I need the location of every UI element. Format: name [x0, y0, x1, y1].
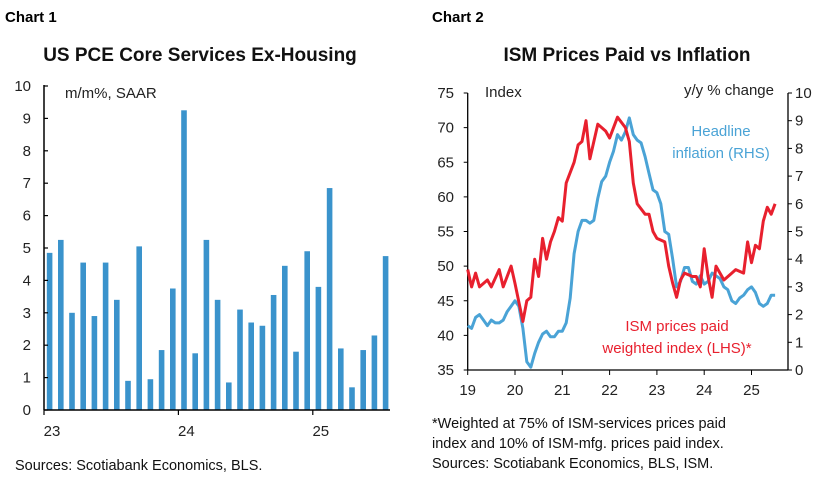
bar-2025-06	[371, 335, 378, 410]
y-tick-label: 1	[23, 370, 31, 387]
y-tick-label: 6	[23, 208, 31, 225]
chart2-ylabel-right: y/y % change	[684, 82, 774, 99]
y-tick-label: 9	[23, 110, 31, 127]
x-tick-label: 24	[696, 382, 713, 399]
chart2-header: Chart 2	[432, 9, 484, 26]
chart1-source: Sources: Scotiabank Economics, BLS.	[15, 458, 262, 474]
left-tick-label: 65	[437, 154, 454, 171]
y-tick-label: 10	[14, 78, 31, 95]
bar-2024-12	[304, 251, 310, 410]
right-tick-label: 2	[795, 307, 803, 324]
x-tick-label: 24	[178, 423, 195, 440]
chart1-header: Chart 1	[5, 9, 57, 26]
y-tick-label: 7	[23, 175, 31, 192]
bar-2023-01	[46, 252, 53, 410]
x-tick-label: 21	[554, 382, 571, 399]
x-tick-label: 20	[507, 382, 524, 399]
bar-2024-09	[270, 294, 277, 410]
series-label-ism-1: ISM prices paid	[625, 318, 728, 335]
right-tick-label: 8	[795, 140, 803, 157]
x-tick-label: 25	[743, 382, 760, 399]
bar-2023-09	[136, 246, 142, 410]
bar-2024-03	[203, 239, 210, 410]
chart1-bars	[46, 110, 389, 411]
right-tick-label: 1	[795, 334, 803, 351]
y-tick-label: 3	[23, 305, 31, 322]
left-tick-label: 40	[437, 327, 454, 344]
series-label-headline-2: inflation (RHS)	[672, 145, 770, 162]
bar-2025-03	[338, 348, 344, 410]
bar-2023-02	[58, 239, 64, 410]
y-tick-label: 0	[23, 402, 31, 419]
x-tick-label: 23	[649, 382, 666, 399]
bar-2025-02	[326, 188, 333, 410]
chart2-footnote-2: index and 10% of ISM-mfg. prices paid in…	[432, 436, 724, 452]
bar-2023-11	[158, 350, 165, 410]
bar-2025-05	[360, 350, 366, 410]
right-tick-label: 9	[795, 113, 803, 130]
ism-prices-paid-line	[466, 115, 777, 323]
x-tick-label: 25	[312, 423, 329, 440]
right-tick-label: 0	[795, 362, 803, 379]
bar-2024-07	[248, 322, 254, 410]
right-tick-label: 6	[795, 196, 803, 213]
chart2-footnote-1: *Weighted at 75% of ISM-services prices …	[432, 416, 726, 432]
x-tick-label: 19	[459, 382, 476, 399]
bar-2024-06	[237, 309, 243, 410]
left-tick-label: 55	[437, 224, 454, 241]
bar-2024-11	[293, 351, 299, 410]
bar-2023-08	[125, 380, 131, 410]
y-tick-label: 4	[23, 272, 31, 289]
chart2-source: Sources: Scotiabank Economics, BLS, ISM.	[432, 456, 713, 472]
series-label-headline-1: Headline	[691, 123, 750, 140]
y-tick-label: 5	[23, 240, 31, 257]
bar-2025-04	[349, 387, 355, 410]
right-tick-label: 3	[795, 279, 803, 296]
right-tick-label: 4	[795, 251, 803, 268]
left-tick-label: 45	[437, 293, 454, 310]
bar-2024-01	[181, 110, 187, 411]
bar-2024-10	[282, 265, 288, 410]
bar-2025-07	[382, 256, 389, 410]
series-label-ism-2: weighted index (LHS)*	[601, 340, 751, 357]
right-tick-label: 5	[795, 224, 803, 241]
bar-2023-07	[114, 299, 120, 410]
right-tick-label: 7	[795, 168, 803, 185]
left-tick-label: 70	[437, 120, 454, 137]
bar-2024-05	[226, 382, 232, 410]
chart1-ylabel: m/m%, SAAR	[65, 85, 157, 102]
right-tick-label: 10	[795, 85, 812, 102]
bar-2024-02	[192, 353, 198, 410]
bar-2023-10	[147, 379, 154, 410]
bar-2023-12	[170, 288, 176, 410]
bar-2025-01	[315, 286, 322, 410]
bar-2023-03	[69, 312, 75, 410]
x-tick-label: 22	[601, 382, 618, 399]
left-tick-label: 60	[437, 189, 454, 206]
bar-2023-04	[80, 262, 86, 410]
chart2-ylabel-left: Index	[485, 84, 522, 101]
left-tick-label: 35	[437, 362, 454, 379]
y-tick-label: 2	[23, 337, 31, 354]
bar-2023-06	[102, 262, 109, 410]
chart1-title: US PCE Core Services Ex-Housing	[43, 45, 357, 66]
bar-2024-08	[259, 325, 266, 410]
left-tick-label: 50	[437, 258, 454, 275]
left-tick-label: 75	[437, 85, 454, 102]
chart2-lines	[466, 115, 777, 369]
x-tick-label: 23	[44, 423, 61, 440]
chart2-title: ISM Prices Paid vs Inflation	[503, 45, 750, 66]
bar-2023-05	[91, 316, 98, 410]
y-tick-label: 8	[23, 143, 31, 160]
bar-2024-04	[214, 299, 221, 410]
